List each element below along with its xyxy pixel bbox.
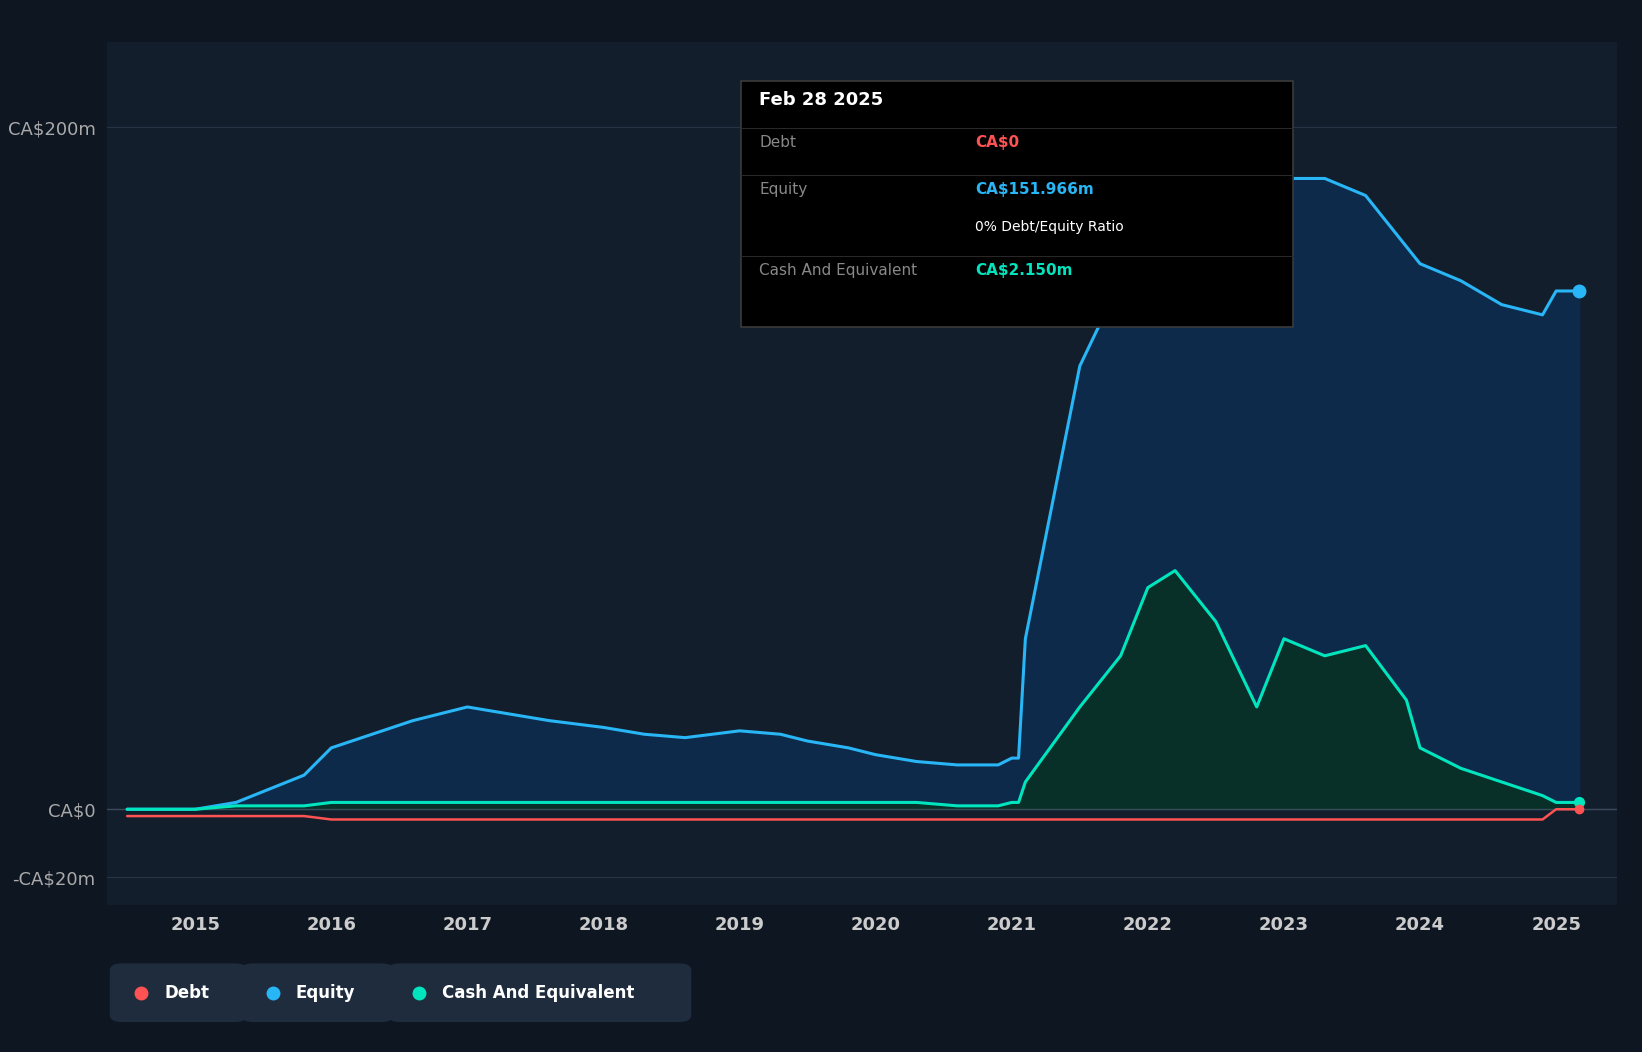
Text: 0% Debt/Equity Ratio: 0% Debt/Equity Ratio (975, 220, 1125, 235)
Text: Cash And Equivalent: Cash And Equivalent (759, 263, 918, 278)
Text: Equity: Equity (296, 984, 355, 1002)
Text: Debt: Debt (759, 135, 796, 150)
Text: CA$0: CA$0 (975, 135, 1020, 150)
FancyBboxPatch shape (741, 81, 1292, 327)
FancyBboxPatch shape (388, 964, 691, 1023)
Text: Cash And Equivalent: Cash And Equivalent (442, 984, 634, 1002)
Text: Feb 28 2025: Feb 28 2025 (759, 92, 883, 109)
FancyBboxPatch shape (110, 964, 248, 1023)
Text: Debt: Debt (164, 984, 209, 1002)
Text: CA$151.966m: CA$151.966m (975, 182, 1094, 198)
Text: Equity: Equity (759, 182, 808, 198)
FancyBboxPatch shape (241, 964, 394, 1023)
Text: CA$2.150m: CA$2.150m (975, 263, 1072, 278)
